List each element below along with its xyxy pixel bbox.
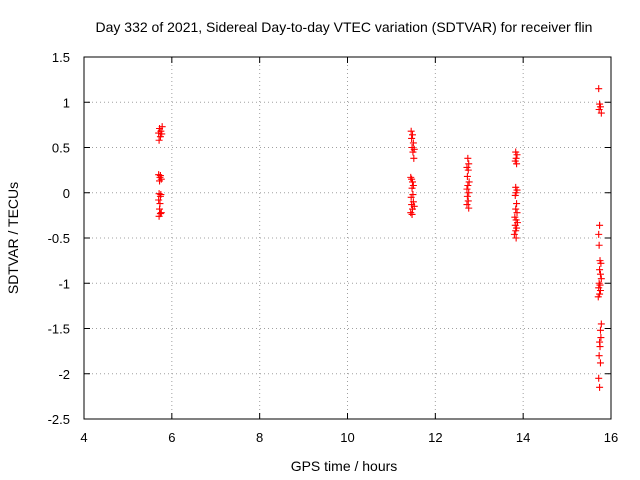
x-tick-label: 8 — [256, 430, 263, 445]
data-point — [409, 148, 417, 156]
data-point — [408, 131, 416, 139]
y-tick-label: -1 — [58, 276, 70, 291]
data-point — [407, 193, 415, 201]
data-point — [464, 182, 472, 190]
data-point — [594, 293, 602, 301]
grid — [84, 57, 611, 419]
x-tick-label: 6 — [168, 430, 175, 445]
data-point — [408, 134, 416, 142]
data-point — [464, 166, 472, 174]
data-point — [596, 286, 604, 294]
data-point — [596, 221, 604, 229]
data-point — [595, 85, 603, 93]
data-point — [409, 139, 417, 147]
data-point — [595, 230, 603, 238]
y-tick-label: -2 — [58, 367, 70, 382]
data-point — [410, 154, 418, 162]
data-point — [155, 129, 163, 137]
data-point — [408, 210, 416, 218]
y-tick-label: 1.5 — [52, 50, 70, 65]
data-point — [463, 172, 471, 180]
data-point — [463, 201, 471, 209]
data-point — [156, 172, 164, 180]
data-point — [158, 123, 166, 131]
y-axis-label: SDTVAR / TECUs — [5, 182, 21, 294]
data-point — [158, 130, 166, 138]
data-point — [595, 241, 603, 249]
data-point — [596, 270, 604, 278]
data-point — [597, 275, 605, 283]
data-point — [596, 359, 604, 367]
data-point — [596, 326, 604, 334]
data-point — [512, 234, 520, 242]
data-point — [156, 177, 164, 185]
data-point — [511, 191, 519, 199]
data-point — [510, 230, 518, 238]
data-point — [407, 173, 415, 181]
y-tick-label: -2.5 — [48, 412, 70, 427]
data-point — [513, 160, 521, 168]
data-point — [512, 227, 520, 235]
y-tick-label: 0.5 — [52, 141, 70, 156]
data-point — [597, 259, 605, 267]
data-point — [407, 127, 415, 135]
data-point — [155, 136, 163, 144]
data-point — [512, 205, 520, 213]
data-point — [464, 197, 472, 205]
data-point — [407, 209, 415, 217]
chart-title: Day 332 of 2021, Sidereal Day-to-day VTE… — [96, 19, 593, 35]
data-point — [595, 352, 603, 360]
data-point — [157, 191, 165, 199]
data-point — [463, 192, 471, 200]
data-point — [597, 334, 605, 342]
data-point — [513, 200, 521, 208]
data-point — [513, 151, 521, 159]
data-point — [596, 343, 604, 351]
data-point — [408, 184, 416, 192]
data-point — [463, 185, 471, 193]
data-point — [155, 196, 163, 204]
data-point — [596, 383, 604, 391]
data-point — [595, 374, 603, 382]
axis-ticks — [83, 56, 612, 420]
data-point — [155, 212, 163, 220]
x-tick-labels: 4 6 8 10 12 14 16 — [80, 430, 618, 445]
y-tick-label: 1 — [63, 95, 70, 110]
data-point — [513, 209, 521, 217]
data-point — [596, 266, 604, 274]
x-tick-label: 16 — [604, 430, 618, 445]
data-point — [464, 154, 472, 162]
data-point — [157, 209, 165, 217]
y-tick-labels: -2.5 -2 -1.5 -1 -0.5 0 0.5 1 1.5 — [48, 50, 70, 427]
y-tick-label: -0.5 — [48, 231, 70, 246]
data-point — [465, 160, 473, 168]
data-point — [465, 204, 473, 212]
y-tick-label: 0 — [63, 186, 70, 201]
x-axis-label: GPS time / hours — [291, 458, 398, 474]
x-tick-label: 12 — [428, 430, 442, 445]
data-point — [156, 205, 164, 213]
data-point — [465, 178, 473, 186]
data-point — [595, 105, 603, 113]
x-tick-label: 10 — [340, 430, 354, 445]
y-tick-label: -1.5 — [48, 322, 70, 337]
data-point — [408, 178, 416, 186]
x-tick-label: 4 — [80, 430, 87, 445]
data-point — [597, 109, 605, 117]
x-tick-label: 14 — [516, 430, 530, 445]
data-point — [597, 320, 605, 328]
data-points — [155, 85, 605, 391]
data-point — [465, 189, 473, 197]
